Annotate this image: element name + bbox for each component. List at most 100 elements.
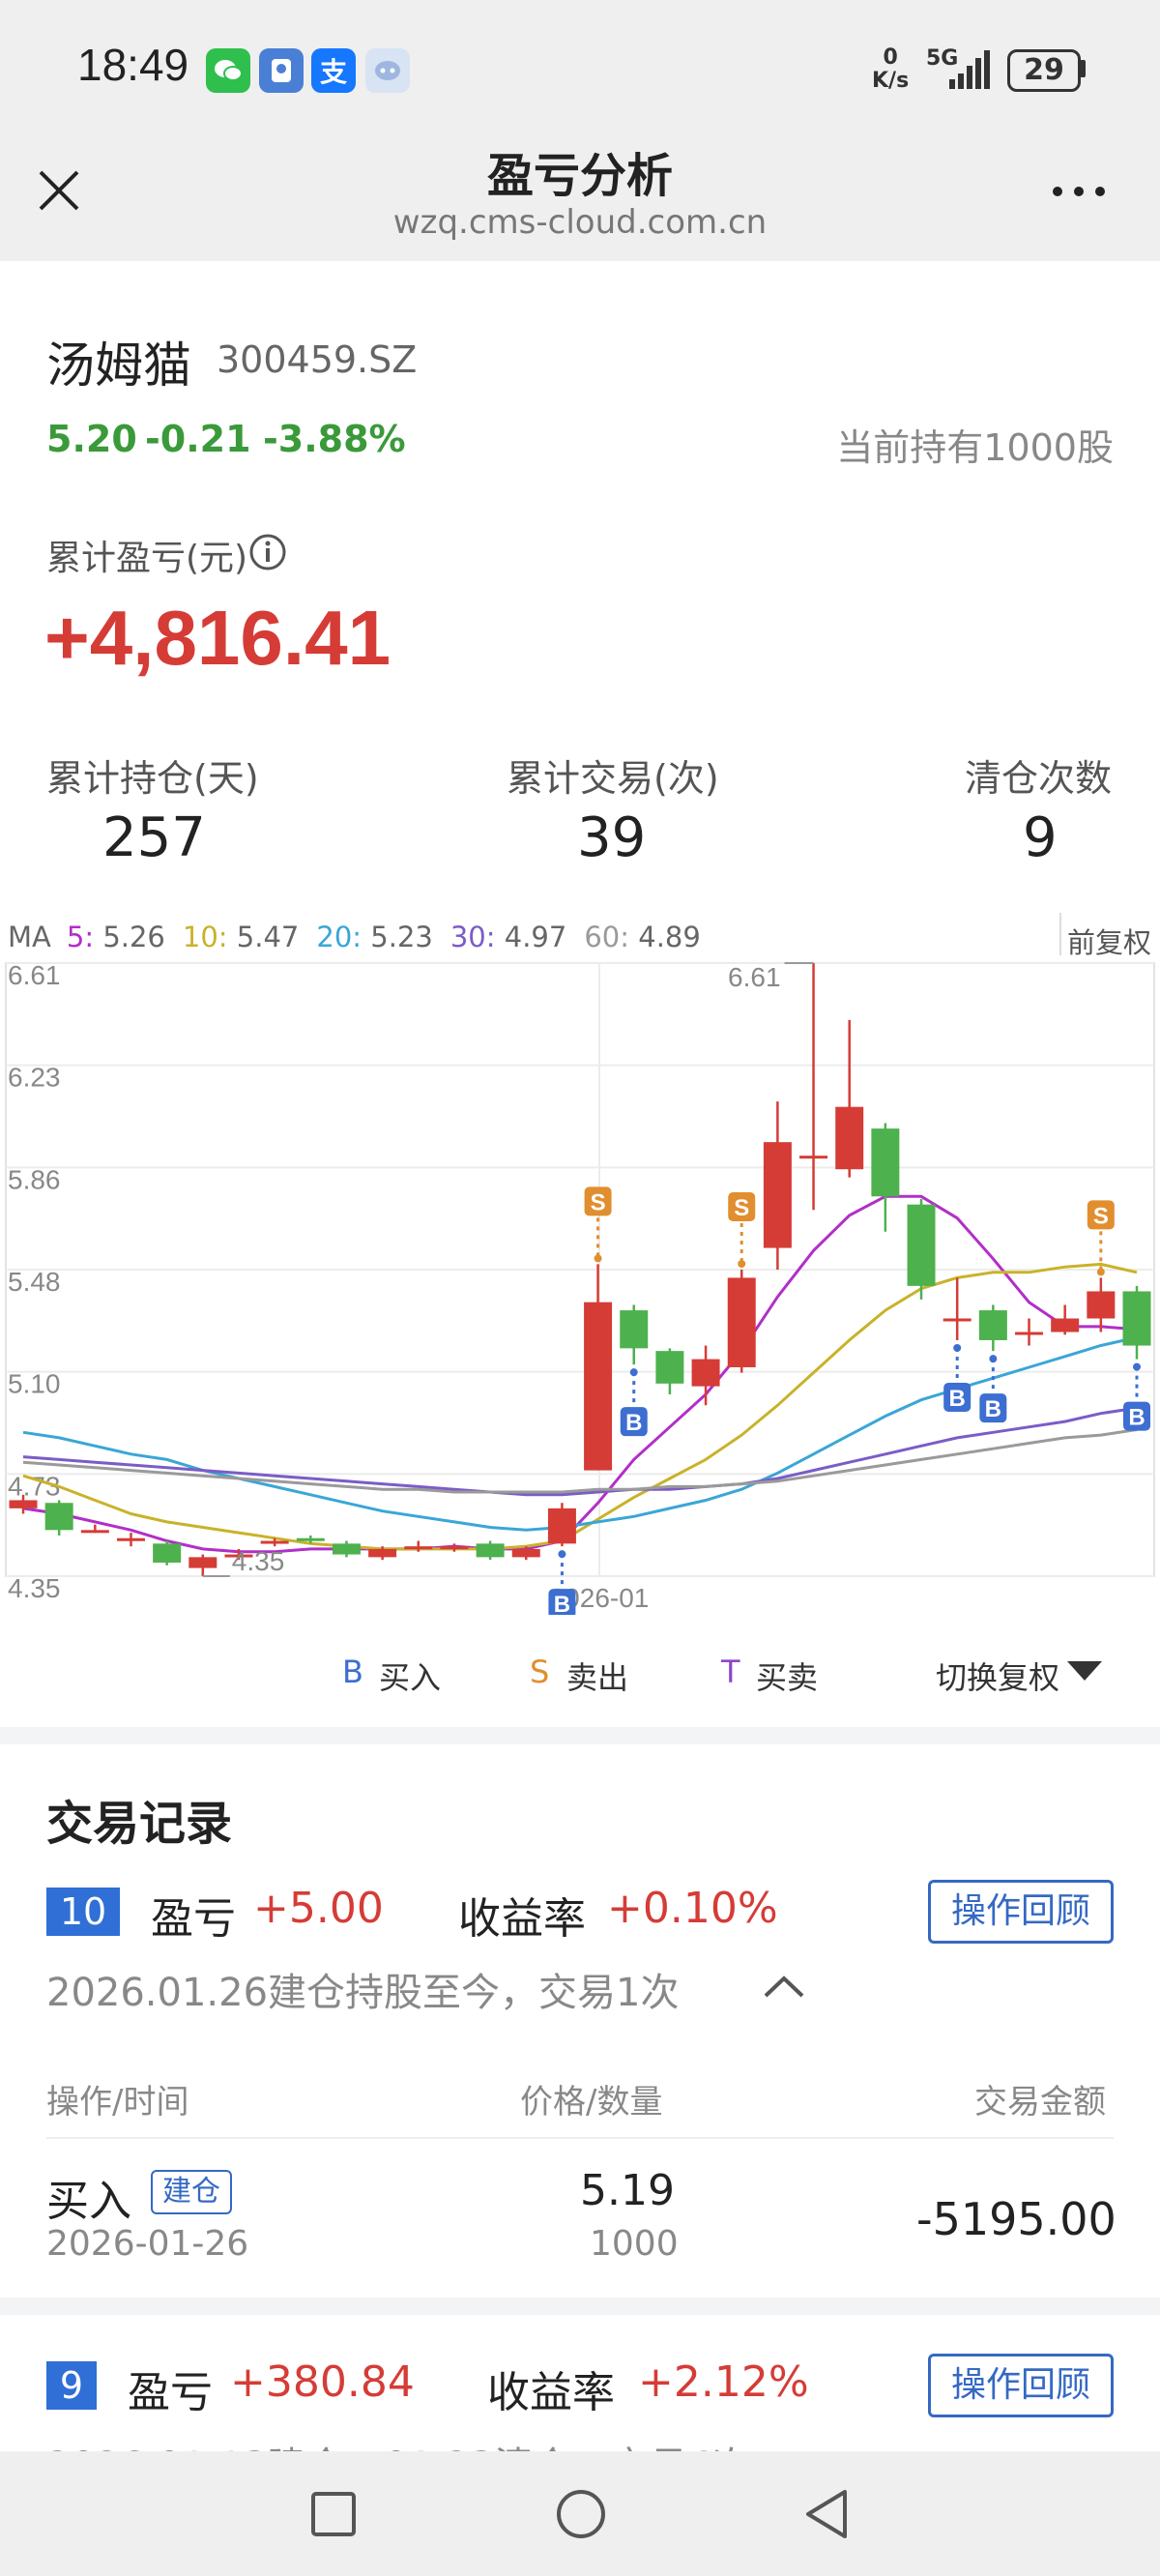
battery-level: 29 bbox=[1024, 53, 1064, 87]
candle-body bbox=[404, 1546, 433, 1550]
ma-bar: MA 5: 5.26 10: 5.47 20: 5.23 30: 4.97 60… bbox=[8, 921, 701, 953]
buy-marker-label: B bbox=[554, 1592, 570, 1615]
circle-nav-icon[interactable] bbox=[555, 2488, 607, 2540]
sell-marker-dot bbox=[1096, 1268, 1105, 1276]
review-button[interactable]: 操作回顾 bbox=[928, 1880, 1114, 1944]
y-tick-label: 4.35 bbox=[8, 1573, 61, 1603]
candle-body bbox=[440, 1546, 469, 1550]
col-header-action: 操作/时间 bbox=[46, 2083, 189, 2122]
ma5-key: 5 bbox=[66, 921, 85, 953]
candle-body bbox=[835, 1106, 864, 1170]
candle-body bbox=[296, 1537, 325, 1541]
y-tick-label: 5.10 bbox=[8, 1369, 61, 1399]
ma-line-5 bbox=[22, 1194, 1138, 1554]
info-icon[interactable] bbox=[247, 532, 288, 572]
y-tick-label: 4.73 bbox=[8, 1471, 61, 1501]
candle-body bbox=[153, 1543, 182, 1563]
trade-pnl-label-2: 盈亏 bbox=[128, 2368, 213, 2417]
trade-pnl-value-2: +380.84 bbox=[230, 2357, 415, 2407]
col-header-amount: 交易金额 bbox=[974, 2083, 1106, 2122]
buy-marker-dot bbox=[1133, 1362, 1141, 1371]
candle-body bbox=[1051, 1318, 1080, 1332]
table-divider bbox=[46, 2137, 1114, 2139]
stat-value-hold-days: 257 bbox=[102, 806, 206, 869]
legend-buy-key: B bbox=[342, 1654, 363, 1690]
trade-price: 5.19 bbox=[580, 2166, 675, 2215]
min-label: 4.35 bbox=[232, 1546, 285, 1576]
buy-marker bbox=[1123, 1401, 1150, 1431]
candle-body bbox=[871, 1128, 900, 1197]
candle-body bbox=[799, 1156, 828, 1159]
col-header-price: 价格/数量 bbox=[520, 2083, 663, 2122]
buy-marker-label: B bbox=[985, 1396, 1001, 1422]
buy-marker bbox=[620, 1407, 648, 1437]
chevron-up-icon[interactable] bbox=[762, 1973, 806, 2000]
candle-body bbox=[763, 1142, 792, 1248]
candle-body bbox=[476, 1543, 505, 1558]
trade-rate-value-2: +2.12% bbox=[638, 2357, 809, 2407]
candle-body bbox=[727, 1277, 756, 1367]
candle-body bbox=[655, 1351, 684, 1384]
legend-sell-key: S bbox=[530, 1654, 550, 1690]
buy-marker bbox=[943, 1382, 972, 1412]
trade-description: 2026.01.26建仓持股至今，交易1次 bbox=[46, 1971, 680, 2015]
candlestick-chart[interactable]: 6.616.235.865.485.104.734.35 2026-016.614… bbox=[0, 957, 1160, 1615]
trade-rate-label-2: 收益率 bbox=[487, 2368, 615, 2417]
stock-price: 5.20 bbox=[46, 418, 137, 460]
close-icon[interactable] bbox=[35, 166, 83, 215]
candle-body bbox=[188, 1557, 218, 1568]
legend-sell: 卖出 bbox=[566, 1659, 629, 1696]
switch-adjust-button[interactable]: 切换复权 bbox=[936, 1659, 1060, 1696]
legend-buy: 买入 bbox=[379, 1659, 442, 1696]
candle-body bbox=[80, 1530, 109, 1534]
square-nav-icon[interactable] bbox=[309, 2490, 358, 2538]
ma30-value: 4.97 bbox=[504, 921, 567, 953]
stock-change: -0.21 bbox=[145, 418, 251, 460]
section-divider bbox=[0, 1727, 1160, 1744]
candle-body bbox=[1087, 1291, 1116, 1319]
sell-marker bbox=[1087, 1200, 1115, 1230]
buy-marker bbox=[548, 1589, 576, 1615]
status-bar: 18:49 支 0 K/s 5G 29 bbox=[0, 0, 1160, 145]
ma20-key: 20 bbox=[316, 921, 353, 953]
max-label: 6.61 bbox=[728, 962, 781, 992]
signal-icon bbox=[949, 50, 990, 89]
more-icon[interactable] bbox=[1050, 184, 1108, 199]
candle-body bbox=[978, 1310, 1007, 1340]
legend-trade: 买卖 bbox=[756, 1659, 819, 1696]
stat-label-clear-count: 清仓次数 bbox=[965, 757, 1113, 800]
section-divider-2 bbox=[0, 2298, 1160, 2315]
buy-marker-label: B bbox=[1128, 1405, 1145, 1431]
stock-name: 汤姆猫 bbox=[46, 337, 191, 394]
pnl-label: 累计盈亏(元) bbox=[46, 539, 248, 578]
candle-body bbox=[1122, 1291, 1151, 1346]
stat-label-trades: 累计交易(次) bbox=[507, 757, 719, 800]
adjust-divider bbox=[1059, 913, 1061, 955]
sell-marker-label: S bbox=[1093, 1203, 1109, 1229]
records-title: 交易记录 bbox=[46, 1797, 233, 1851]
trade-date: 2026-01-26 bbox=[46, 2224, 249, 2264]
stat-label-hold-days: 累计持仓(天) bbox=[46, 757, 259, 800]
adjust-button[interactable]: 前复权 bbox=[1067, 926, 1152, 959]
ma-prefix: MA bbox=[8, 921, 51, 953]
trade-index-badge: 10 bbox=[46, 1888, 120, 1936]
sell-marker-dot bbox=[594, 1254, 602, 1263]
candle-body bbox=[260, 1540, 289, 1544]
ma10-value: 5.47 bbox=[236, 921, 300, 953]
buy-marker-dot bbox=[629, 1368, 638, 1377]
app-icon bbox=[259, 48, 304, 93]
trade-pnl-value: +5.00 bbox=[253, 1884, 384, 1933]
back-nav-icon[interactable] bbox=[802, 2488, 851, 2540]
candle-body bbox=[9, 1500, 38, 1508]
trade-index-badge-2: 9 bbox=[46, 2361, 97, 2410]
ma-line-30 bbox=[22, 1406, 1138, 1497]
legend-trade-key: T bbox=[721, 1654, 740, 1690]
dropdown-triangle-icon[interactable] bbox=[1067, 1661, 1102, 1683]
review-button-2[interactable]: 操作回顾 bbox=[928, 2354, 1114, 2417]
buy-marker-dot bbox=[953, 1343, 962, 1352]
trade-rate-label: 收益率 bbox=[458, 1894, 586, 1944]
candle-body bbox=[942, 1318, 972, 1322]
pnl-value: +4,816.41 bbox=[44, 595, 392, 681]
alipay-icon: 支 bbox=[311, 48, 356, 93]
ma-line-10 bbox=[22, 1262, 1138, 1551]
